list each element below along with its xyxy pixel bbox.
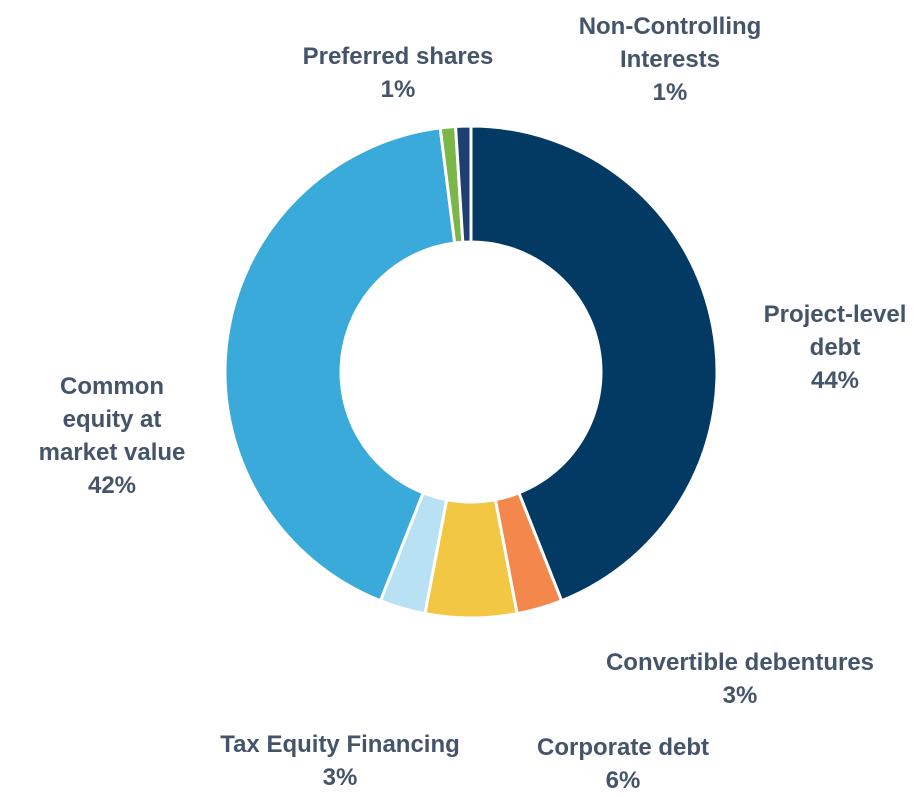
value-label: 3% <box>722 682 758 709</box>
value-label: 44% <box>810 367 860 394</box>
category-name: Tax Equity Financing <box>220 731 460 758</box>
category-name: Convertible debentures <box>605 649 875 676</box>
value-label: 1% <box>380 76 416 103</box>
category-name: Corporate debt <box>536 734 709 761</box>
donut-slice <box>223 126 457 603</box>
slice-label: Tax Equity Financing 3% <box>190 728 490 794</box>
category-name: Project-level debt <box>763 301 907 361</box>
value-label: 42% <box>87 472 137 499</box>
slice-label: Non-Controlling Interests 1% <box>560 10 780 109</box>
category-name: Non-Controlling Interests <box>578 13 762 73</box>
category-name: Preferred shares <box>302 43 494 70</box>
slice-label: Project-level debt 44% <box>740 298 921 397</box>
donut-slice <box>469 124 719 603</box>
value-label: 6% <box>605 767 641 794</box>
donut-slice <box>453 124 473 244</box>
slice-label: Preferred shares 1% <box>268 40 528 106</box>
slice-label: Convertible debentures 3% <box>570 646 910 712</box>
slice-label: Common equity at market value 42% <box>30 370 195 502</box>
value-label: 3% <box>322 764 358 791</box>
value-label: 1% <box>652 79 688 106</box>
category-name: Common equity at market value <box>38 373 186 466</box>
slice-label: Corporate debt 6% <box>493 731 753 797</box>
